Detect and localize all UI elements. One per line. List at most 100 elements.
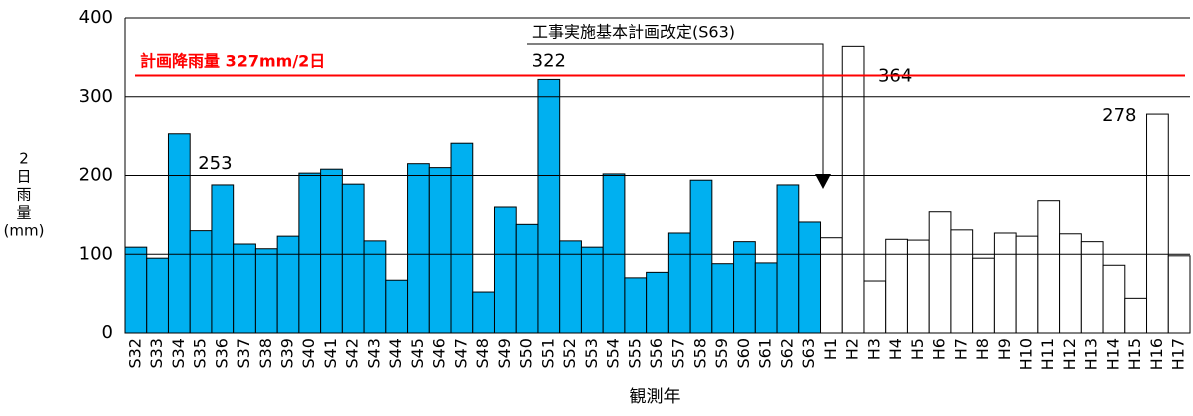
bar xyxy=(428,167,452,334)
x-axis-label: 観測年 xyxy=(630,387,681,407)
x-tick-label: S52 xyxy=(560,338,579,369)
x-tick-label: H17 xyxy=(1169,338,1188,370)
bar xyxy=(885,238,908,334)
x-tick-label: H16 xyxy=(1147,338,1166,370)
y-axis-label: 雨 xyxy=(16,186,31,204)
x-tick-label: S59 xyxy=(712,338,731,369)
bar xyxy=(124,246,148,334)
bar xyxy=(167,133,191,334)
y-tick-label: 200 xyxy=(79,165,113,186)
bar xyxy=(1102,264,1126,334)
x-tick-label: S42 xyxy=(343,338,362,369)
bar xyxy=(537,78,561,334)
x-tick-label: S57 xyxy=(669,338,688,369)
y-tick-label: 100 xyxy=(79,243,113,264)
bar xyxy=(776,184,800,334)
bar xyxy=(1015,235,1039,334)
annotation-arrowhead xyxy=(815,174,831,189)
bar xyxy=(1146,113,1169,334)
x-tick-label: S58 xyxy=(690,338,709,369)
bar xyxy=(254,248,278,334)
x-tick-label: S62 xyxy=(777,338,796,369)
bar xyxy=(841,45,865,334)
x-tick-label: S46 xyxy=(430,338,449,369)
x-tick-label: S51 xyxy=(538,338,557,369)
x-tick-label: S43 xyxy=(364,338,383,369)
x-tick-label: H6 xyxy=(930,338,949,360)
y-axis-label: 量 xyxy=(16,204,31,222)
bar xyxy=(1080,241,1104,334)
bar xyxy=(711,263,735,334)
x-tick-label: S50 xyxy=(517,338,536,369)
x-tick-label: H5 xyxy=(908,338,927,360)
data-label: 278 xyxy=(1102,105,1136,126)
bar xyxy=(820,237,843,334)
bar xyxy=(863,280,887,334)
annotation: 工事実施基本計画改定(S63) xyxy=(532,23,735,42)
bar xyxy=(407,163,430,334)
x-tick-label: S60 xyxy=(734,338,753,369)
bars xyxy=(124,45,1191,334)
x-tick-label: S54 xyxy=(604,338,623,369)
x-tick-label: S36 xyxy=(212,338,231,369)
x-tick-label: S47 xyxy=(451,338,470,369)
bar xyxy=(341,183,365,334)
x-tick-label: H14 xyxy=(1103,338,1122,370)
x-tick-label: H3 xyxy=(864,338,883,360)
y-axis-label: (mm) xyxy=(4,222,45,240)
x-tick-label: H9 xyxy=(995,338,1014,360)
reference-label: 計画降雨量 327mm/2日 xyxy=(140,52,325,71)
bar xyxy=(602,173,626,334)
bar xyxy=(189,230,213,334)
data-label: 322 xyxy=(532,50,566,71)
x-tick-label: S39 xyxy=(278,338,297,369)
x-tick-label: H8 xyxy=(973,338,992,360)
bar xyxy=(320,168,343,334)
bar xyxy=(385,279,409,334)
x-tick-label: H12 xyxy=(1060,338,1079,370)
x-tick-label: H7 xyxy=(951,338,970,360)
bar xyxy=(450,142,474,334)
x-tick-label: S32 xyxy=(125,338,144,369)
bar xyxy=(211,184,235,334)
x-tick-label: S33 xyxy=(147,338,166,369)
x-tick-label: H15 xyxy=(1125,338,1144,370)
bar xyxy=(298,172,322,334)
x-tick-label: S63 xyxy=(799,338,818,369)
bar xyxy=(754,262,778,334)
bar xyxy=(928,211,952,334)
bar xyxy=(950,229,974,334)
bar xyxy=(667,232,691,334)
x-tick-label: S56 xyxy=(647,338,666,369)
bar xyxy=(580,246,604,334)
x-tick-label: S37 xyxy=(234,338,253,369)
bar xyxy=(689,179,713,334)
y-axis-label: 日 xyxy=(16,168,31,186)
x-tick-label: S49 xyxy=(495,338,514,369)
bar xyxy=(1167,255,1191,334)
bar xyxy=(646,271,669,334)
bar xyxy=(515,223,539,334)
x-tick-label: H11 xyxy=(1038,338,1057,370)
x-tick-label: S34 xyxy=(169,338,188,369)
x-tick-label: H13 xyxy=(1082,338,1101,370)
data-label: 253 xyxy=(198,153,232,174)
annotation-arrow-line xyxy=(527,43,824,178)
x-tick-label: H10 xyxy=(1016,338,1035,370)
x-tick-label: S44 xyxy=(386,338,405,369)
bar xyxy=(993,232,1017,334)
x-tick-label: S61 xyxy=(756,338,775,369)
bar xyxy=(798,221,822,334)
x-tick-label: S40 xyxy=(299,338,318,369)
x-tick-label: S35 xyxy=(191,338,210,369)
bar xyxy=(624,277,648,334)
x-tick-label: S53 xyxy=(582,338,601,369)
x-tick-label: H1 xyxy=(821,338,840,360)
bar xyxy=(1124,297,1148,334)
bar xyxy=(276,235,300,334)
bar xyxy=(1037,200,1061,334)
bar xyxy=(972,257,995,334)
bar xyxy=(472,291,495,334)
bar xyxy=(233,243,256,334)
